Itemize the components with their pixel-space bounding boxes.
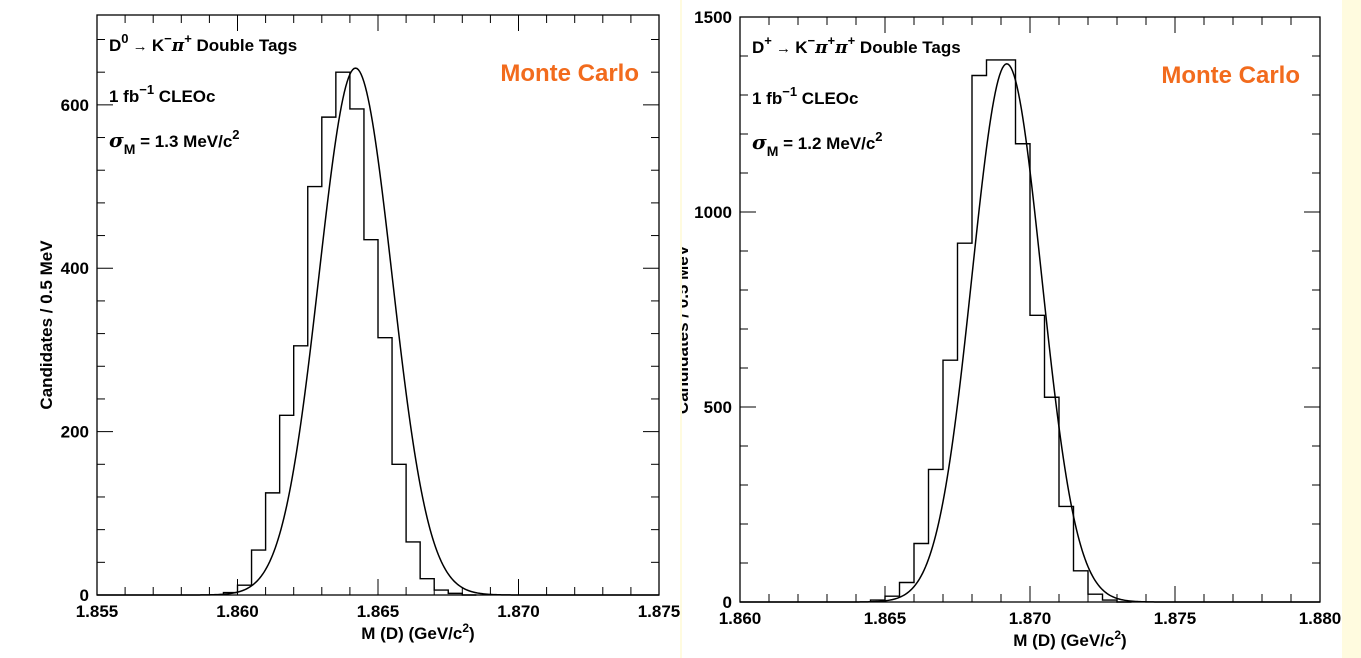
x-tick-label: 1.870 <box>1009 609 1052 628</box>
gaussian-fit-curve <box>97 67 659 596</box>
decay-pion-sup: + <box>184 31 192 46</box>
sigma-sup: 2 <box>875 129 882 144</box>
x-axis-label-close: ) <box>1121 631 1127 650</box>
decay-parent: D <box>752 38 764 57</box>
x-tick-label: 1.855 <box>76 602 119 621</box>
x-axis-label-main: M (D) (GeV/c <box>1013 631 1114 650</box>
sigma-sup: 2 <box>232 127 239 142</box>
decay-pion: π <box>171 36 185 56</box>
decay-arrow: → <box>772 40 795 57</box>
x-tick-label: 1.880 <box>1299 609 1342 628</box>
y-axis-label: Candidates / 0.5 MeV <box>682 244 692 414</box>
lumi-suffix: CLEOc <box>154 87 215 106</box>
y-tick-label: 0 <box>80 586 89 605</box>
decay-tail: Double Tags <box>192 36 297 55</box>
x-tick-label: 1.860 <box>719 609 762 628</box>
monte-carlo-label: Monte Carlo <box>1161 62 1300 89</box>
decay-pion2: π <box>834 38 848 58</box>
y-tick-label: 0 <box>723 593 732 612</box>
y-tick-label: 200 <box>61 423 89 442</box>
x-tick-label: 1.865 <box>864 609 907 628</box>
y-tick-label: 1500 <box>694 8 732 27</box>
sigma-symbol: σ <box>109 128 124 152</box>
sigma-annotation: σM = 1.2 MeV/c2 <box>752 129 883 159</box>
x-tick-label: 1.865 <box>357 602 400 621</box>
y-tick-label: 400 <box>61 259 89 278</box>
decay-kaon-sup: − <box>164 31 172 46</box>
left-histogram-svg: 1.855 1.860 1.865 1.870 1.875 0 200 400 600 M (D)… <box>37 14 680 643</box>
lumi-sup: −1 <box>139 82 154 97</box>
sigma-annotation: σM = 1.3 MeV/c2 <box>109 127 240 157</box>
x-axis-label-sup: 2 <box>1114 628 1121 642</box>
lumi-prefix: 1 fb <box>109 87 139 106</box>
decay-pion: π <box>814 38 828 58</box>
decay-arrow: → <box>129 38 152 55</box>
decay-parent-sup: + <box>764 33 772 48</box>
sigma-sub: M <box>124 141 136 157</box>
sigma-value: = 1.3 MeV/c <box>135 132 232 151</box>
y-tick-label: 1000 <box>694 203 732 222</box>
right-plot-panel: 1.860 1.865 1.870 1.875 1.880 0 500 1000 1500 M (… <box>682 0 1342 658</box>
lumi-annotation: 1 fb−1 CLEOc <box>109 82 215 106</box>
decay-pion-sup: + <box>828 33 836 48</box>
decay-kaon-sup: − <box>808 33 816 48</box>
y-tick-label: 500 <box>704 398 732 417</box>
x-axis-label: M (D) (GeV/c2) <box>1013 628 1126 650</box>
decay-kaon: K <box>795 38 808 57</box>
sigma-symbol: σ <box>752 130 767 154</box>
lumi-suffix: CLEOc <box>797 89 858 108</box>
x-axis-label-close: ) <box>469 624 475 643</box>
histogram-bins <box>869 59 1132 603</box>
histogram-bins <box>222 71 477 596</box>
x-tick-label: 1.860 <box>216 602 259 621</box>
y-axis-label: Candidates / 0.5 MeV <box>37 240 56 410</box>
decay-parent: D <box>109 36 121 55</box>
decay-annotation: D+ → K−π+π+ Double Tags <box>752 33 961 58</box>
sigma-sub: M <box>767 143 779 159</box>
x-tick-label: 1.875 <box>1154 609 1197 628</box>
x-tick-label: 1.870 <box>497 602 540 621</box>
x-axis-label-main: M (D) (GeV/c <box>361 624 462 643</box>
decay-pion2-sup: + <box>848 33 856 48</box>
decay-tail: Double Tags <box>855 38 960 57</box>
right-histogram-svg: 1.860 1.865 1.870 1.875 1.880 0 500 1000 1500 M (… <box>682 8 1342 650</box>
gaussian-fit-curve <box>740 63 1320 603</box>
monte-carlo-label: Monte Carlo <box>500 60 639 87</box>
y-tick-label: 600 <box>61 96 89 115</box>
left-plot-panel: 1.855 1.860 1.865 1.870 1.875 0 200 400 600 M (D)… <box>0 0 680 658</box>
x-tick-label: 1.875 <box>638 602 680 621</box>
lumi-annotation: 1 fb−1 CLEOc <box>752 84 858 108</box>
x-axis-label: M (D) (GeV/c2) <box>361 621 474 643</box>
x-axis-label-sup: 2 <box>462 621 469 635</box>
decay-kaon: K <box>152 36 165 55</box>
decay-annotation: D0 → K−π+ Double Tags <box>109 31 297 56</box>
decay-parent-sup: 0 <box>121 31 128 46</box>
lumi-sup: −1 <box>782 84 797 99</box>
lumi-prefix: 1 fb <box>752 89 782 108</box>
sigma-value: = 1.2 MeV/c <box>778 134 875 153</box>
